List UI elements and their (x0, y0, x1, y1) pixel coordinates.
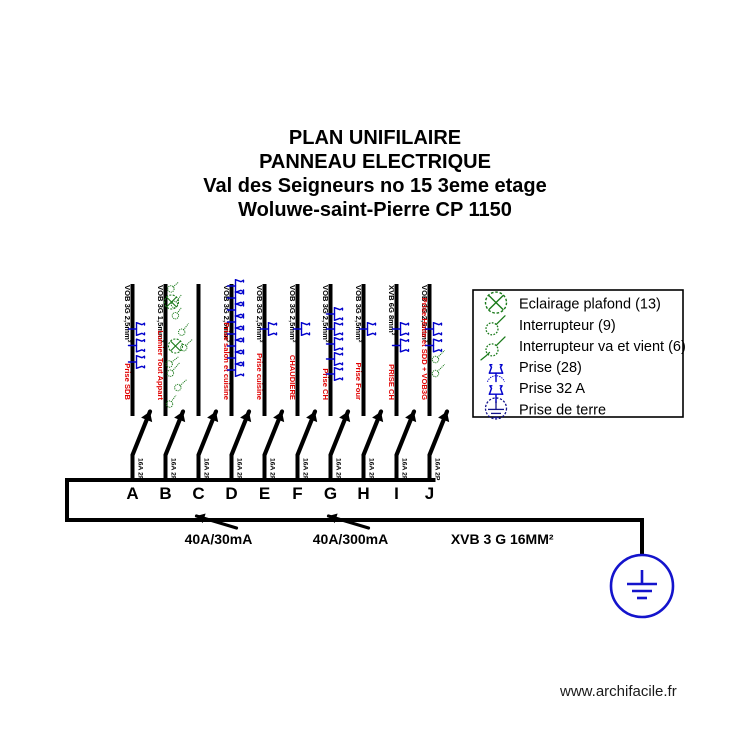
svg-text:Lumier Tout Appart: Lumier Tout Appart (156, 330, 165, 400)
svg-text:D: D (225, 484, 237, 503)
svg-text:C: C (192, 484, 204, 503)
svg-text:XVB 6G 8mm²: XVB 6G 8mm² (387, 285, 396, 336)
svg-text:16A 2P: 16A 2P (401, 458, 408, 481)
svg-text:H: H (357, 484, 369, 503)
svg-text:16A 2P: 16A 2P (335, 458, 342, 481)
svg-text:B: B (159, 484, 171, 503)
svg-text:16A 2P: 16A 2P (203, 458, 210, 481)
svg-text:16A 2P: 16A 2P (137, 458, 144, 481)
svg-text:16A 2P: 16A 2P (170, 458, 177, 481)
svg-text:Interrupteur va et vient (6): Interrupteur va et vient (6) (519, 339, 686, 355)
svg-text:Prise (28): Prise (28) (519, 360, 582, 376)
svg-text:16A 2P: 16A 2P (269, 458, 276, 481)
svg-text:Prise Hotte et SDD + VOB3G: Prise Hotte et SDD + VOB3G (420, 298, 429, 400)
svg-text:16A 2P: 16A 2P (434, 458, 441, 481)
svg-text:Prise CH: Prise CH (321, 368, 330, 400)
svg-text:F: F (292, 484, 302, 503)
svg-text:A: A (126, 484, 138, 503)
svg-text:PRISE CH: PRISE CH (387, 364, 396, 400)
svg-text:Prise 32 A: Prise 32 A (519, 381, 585, 397)
svg-text:XVB 3 G 16MM²: XVB 3 G 16MM² (451, 531, 554, 547)
svg-text:G: G (324, 484, 337, 503)
svg-text:Prise de terre: Prise de terre (519, 402, 606, 418)
svg-text:Prise SDB: Prise SDB (123, 363, 132, 400)
svg-text:Eclairage plafond (13): Eclairage plafond (13) (519, 297, 661, 313)
svg-text:Interrupteur (9): Interrupteur (9) (519, 318, 616, 334)
svg-text:VOB 3G 2,5mm²: VOB 3G 2,5mm² (255, 285, 264, 343)
svg-text:VOB 3G 2,5mm²: VOB 3G 2,5mm² (354, 285, 363, 343)
svg-text:Prise Four: Prise Four (354, 362, 363, 400)
svg-text:J: J (425, 484, 434, 503)
svg-text:VOB 3G 2,5mm²: VOB 3G 2,5mm² (288, 285, 297, 343)
svg-text:E: E (259, 484, 270, 503)
svg-text:Prise cuisine: Prise cuisine (255, 353, 264, 400)
svg-text:VOB 3G 2,5mm²: VOB 3G 2,5mm² (123, 285, 132, 343)
svg-text:CHAUDIERE: CHAUDIERE (288, 355, 297, 400)
svg-text:16A 2P: 16A 2P (236, 458, 243, 481)
svg-text:16A 2P: 16A 2P (368, 458, 375, 481)
svg-text:I: I (394, 484, 399, 503)
svg-text:40A/300mA: 40A/300mA (313, 531, 389, 547)
svg-text:16A 2P: 16A 2P (302, 458, 309, 481)
svg-text:40A/30mA: 40A/30mA (185, 531, 253, 547)
